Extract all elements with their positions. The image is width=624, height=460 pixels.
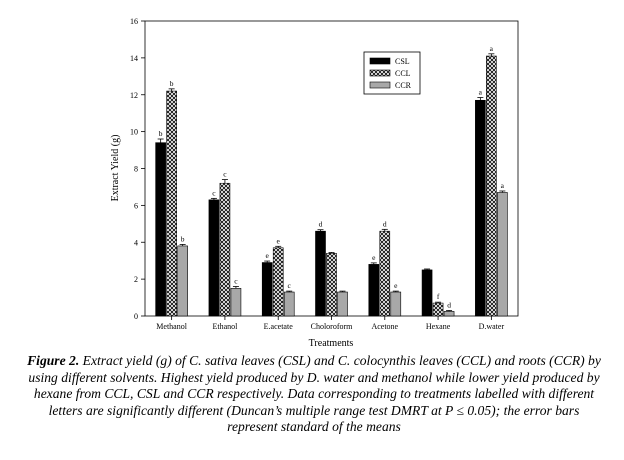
bars	[155, 53, 508, 317]
legend-label-csl: CSL	[395, 57, 410, 66]
x-tick-label: D.water	[479, 322, 505, 331]
legend: CSL CCL CCR	[363, 51, 421, 95]
significance-letter: c	[288, 281, 292, 290]
y-tick-label: 14	[130, 54, 138, 63]
bar-csl	[261, 262, 273, 317]
x-tick-label: E.acetate	[264, 322, 294, 331]
x-tick-label: Choloroform	[311, 322, 354, 331]
significance-letter: e	[266, 251, 270, 260]
significance-letter: c	[223, 170, 227, 179]
x-tick-label: Methanol	[156, 322, 187, 331]
significance-letter: c	[234, 277, 238, 286]
y-tick-label: 12	[130, 91, 138, 100]
bar-csl	[368, 264, 380, 317]
significance-letter: b	[159, 129, 163, 138]
legend-label-ccr: CCR	[395, 81, 412, 90]
legend-swatch-ccr	[369, 81, 391, 89]
significance-letter: e	[372, 253, 376, 262]
x-tick-label: Ethanol	[212, 322, 238, 331]
bar-csl	[155, 142, 166, 317]
bar-ccl	[166, 90, 177, 317]
bar-ccl	[272, 247, 284, 317]
caption-label: Figure 2.	[27, 353, 80, 368]
significance-letter: d	[383, 219, 387, 228]
y-tick-label: 0	[134, 312, 138, 321]
significance-letter: d	[447, 300, 451, 309]
y-axis-title: Extract Yield (g)	[110, 135, 121, 202]
bar-ccr	[497, 192, 508, 317]
legend-swatch-csl	[369, 57, 391, 65]
y-tick-label: 6	[134, 201, 138, 210]
x-tick-label: Acetone	[371, 322, 398, 331]
y-tick-label: 8	[134, 165, 138, 174]
significance-letter: c	[212, 188, 216, 197]
bar-csl	[315, 230, 326, 317]
bar-ccr	[390, 291, 402, 317]
x-tick-label: Hexane	[426, 322, 451, 331]
legend-label-ccl: CCL	[395, 69, 411, 78]
y-tick-label: 10	[130, 128, 138, 137]
bar-ccr	[230, 288, 242, 317]
x-axis-title: Treatments	[309, 338, 354, 349]
significance-letter: a	[490, 44, 494, 53]
significance-letter: a	[501, 181, 505, 190]
bar-ccr	[177, 245, 188, 317]
significance-letter: b	[181, 234, 185, 243]
labels: MethanolbbbEthanolcccE.acetateeecCholoro…	[156, 44, 504, 331]
significance-letter: e	[277, 236, 281, 245]
bar-ccr	[337, 291, 348, 317]
significance-letter: f	[437, 292, 440, 301]
y-tick-label: 4	[134, 238, 138, 247]
y-tick-label: 2	[134, 275, 138, 284]
bar-ccl	[486, 55, 497, 317]
bar-ccr	[283, 291, 295, 317]
y-tick-label: 16	[130, 17, 138, 26]
bar-ccl	[432, 302, 444, 317]
caption-text: Extract yield (g) of C. sativa leaves (C…	[28, 353, 601, 435]
significance-letter: e	[394, 281, 398, 290]
bar-csl	[475, 99, 486, 317]
significance-letter: a	[479, 88, 483, 97]
legend-swatch-ccl	[369, 69, 391, 77]
bar-ccl	[326, 253, 337, 317]
bar-ccl	[219, 182, 231, 317]
bar-ccl	[379, 230, 391, 317]
bar-csl	[421, 269, 433, 317]
significance-letter: b	[170, 79, 174, 88]
significance-letter: d	[319, 220, 323, 229]
figure-caption: Figure 2. Extract yield (g) of C. sativa…	[22, 353, 606, 436]
bar-ccr	[443, 311, 455, 317]
bar-csl	[208, 199, 220, 317]
